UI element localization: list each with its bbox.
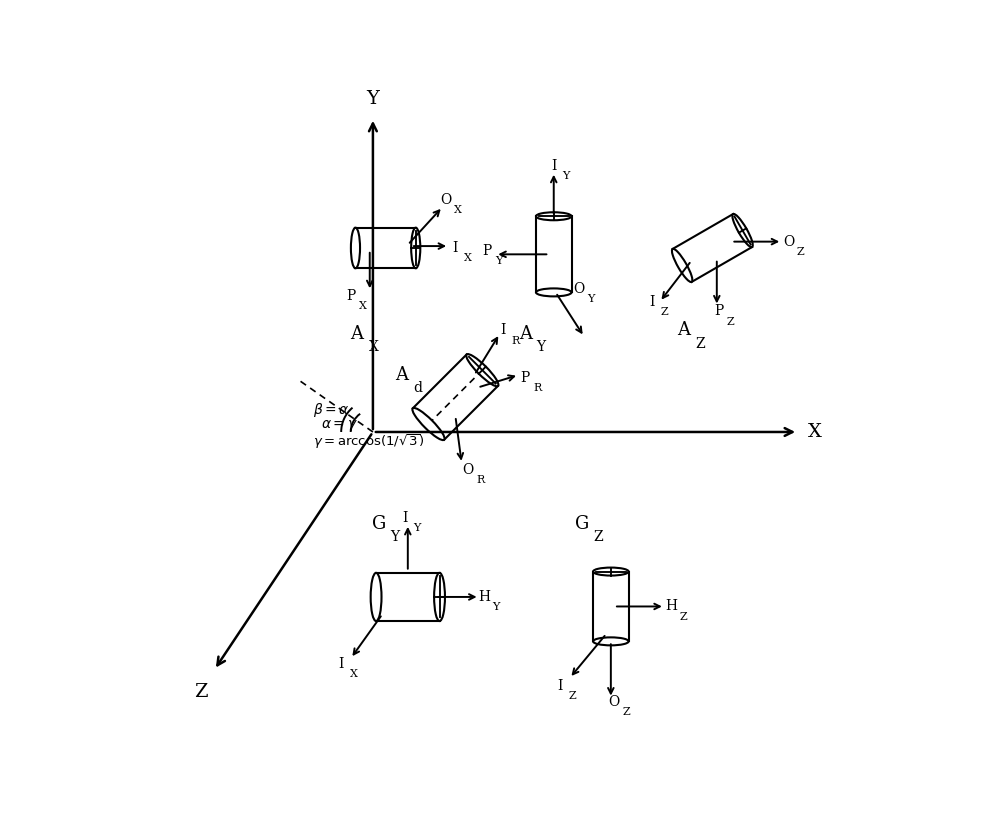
- Text: O: O: [608, 695, 620, 709]
- Text: Z: Z: [797, 246, 804, 257]
- Text: O: O: [783, 235, 794, 249]
- Text: Z: Z: [594, 531, 603, 545]
- Text: Z: Z: [679, 611, 687, 621]
- Text: Y: Y: [495, 256, 503, 266]
- Text: I: I: [402, 511, 407, 525]
- Text: R: R: [511, 335, 519, 345]
- Text: P: P: [482, 244, 492, 258]
- Text: R: R: [533, 383, 542, 393]
- Ellipse shape: [371, 573, 382, 621]
- Text: H: H: [665, 600, 677, 613]
- Text: X: X: [359, 301, 367, 311]
- Text: $\beta = \alpha$: $\beta = \alpha$: [313, 400, 349, 419]
- Text: Z: Z: [194, 682, 208, 700]
- Ellipse shape: [351, 227, 360, 269]
- Text: H: H: [478, 590, 490, 604]
- Text: A: A: [351, 325, 364, 343]
- Ellipse shape: [536, 288, 572, 297]
- Text: Y: Y: [391, 531, 400, 545]
- Ellipse shape: [672, 249, 692, 282]
- Text: X: X: [808, 423, 821, 441]
- Text: O: O: [573, 283, 585, 296]
- Text: Z: Z: [568, 691, 576, 701]
- Text: X: X: [368, 340, 378, 354]
- Text: A: A: [395, 366, 408, 384]
- Text: A: A: [677, 321, 690, 339]
- Text: P: P: [346, 288, 355, 302]
- Text: Z: Z: [727, 316, 735, 326]
- Text: $\gamma = \arccos(1/\sqrt{3})$: $\gamma = \arccos(1/\sqrt{3})$: [313, 432, 424, 451]
- Text: Y: Y: [492, 602, 500, 612]
- Text: I: I: [500, 324, 506, 338]
- Text: Y: Y: [537, 340, 546, 354]
- Text: Z: Z: [622, 707, 630, 717]
- Text: P: P: [714, 304, 723, 318]
- Text: Z: Z: [695, 337, 705, 351]
- Ellipse shape: [411, 227, 420, 269]
- Ellipse shape: [434, 573, 445, 621]
- Text: Y: Y: [587, 294, 595, 304]
- Text: G: G: [575, 515, 589, 533]
- Text: I: I: [339, 657, 344, 671]
- Text: G: G: [372, 515, 386, 533]
- Text: I: I: [649, 295, 655, 309]
- Text: I: I: [453, 241, 458, 255]
- Text: X: X: [454, 205, 462, 215]
- Ellipse shape: [593, 637, 629, 645]
- Ellipse shape: [732, 214, 753, 247]
- Text: d: d: [413, 382, 422, 396]
- Text: P: P: [521, 371, 530, 385]
- Text: X: X: [464, 253, 472, 263]
- Text: I: I: [557, 679, 563, 693]
- Text: Y: Y: [366, 91, 379, 109]
- Text: O: O: [440, 194, 452, 208]
- Text: Y: Y: [413, 522, 420, 532]
- Text: Z: Z: [660, 307, 668, 317]
- Ellipse shape: [466, 354, 498, 386]
- Text: A: A: [519, 325, 532, 343]
- Text: $\alpha = \gamma$: $\alpha = \gamma$: [321, 418, 358, 433]
- Ellipse shape: [412, 408, 445, 440]
- Text: O: O: [462, 463, 474, 477]
- Text: Y: Y: [562, 171, 569, 180]
- Text: I: I: [551, 158, 556, 172]
- Text: R: R: [476, 475, 485, 485]
- Text: X: X: [349, 668, 357, 679]
- Ellipse shape: [536, 213, 572, 220]
- Ellipse shape: [593, 568, 629, 576]
